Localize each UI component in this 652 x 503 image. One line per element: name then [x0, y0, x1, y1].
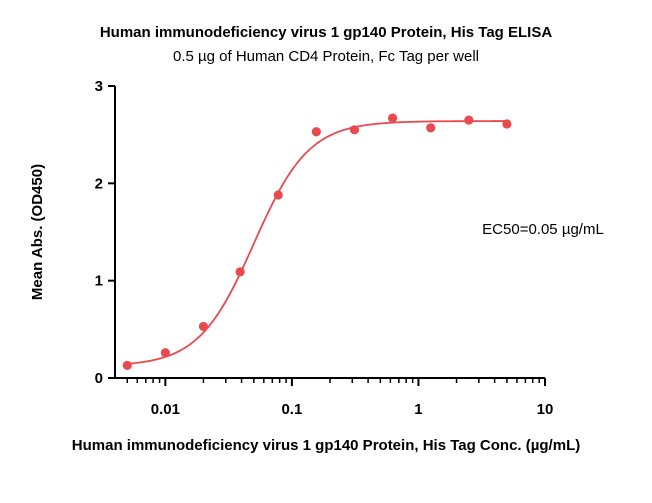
fit-curve-layer — [127, 120, 507, 365]
x-tick-label: 0.1 — [281, 401, 302, 418]
data-point — [349, 125, 360, 135]
data-point — [235, 267, 245, 277]
chart-title: Human immunodeficiency virus 1 gp140 Pro… — [100, 24, 552, 41]
data-point — [273, 190, 283, 200]
data-point — [160, 348, 170, 358]
data-point — [122, 360, 132, 370]
x-tick-label: 0.01 — [151, 401, 180, 418]
x-tick-label: 1 — [414, 401, 422, 418]
data-point — [464, 115, 474, 125]
x-axis-label: Human immunodeficiency virus 1 gp140 Pro… — [72, 437, 580, 454]
data-point — [311, 127, 321, 137]
data-point — [426, 123, 436, 133]
fit-curve — [127, 120, 507, 365]
ec50-annotation: EC50=0.05 µg/mL — [482, 221, 604, 238]
chart-subtitle: 0.5 µg of Human CD4 Protein, Fc Tag per … — [173, 48, 479, 65]
data-point — [388, 113, 398, 123]
y-tick-label: 0 — [95, 370, 103, 387]
data-points-layer — [122, 113, 512, 370]
y-axis-label: Mean Abs. (OD450) — [29, 164, 46, 300]
x-tick-label: 10 — [537, 401, 554, 418]
y-tick-label: 3 — [95, 78, 103, 95]
y-tick-label: 1 — [95, 273, 103, 290]
data-point — [198, 321, 209, 332]
y-tick-label: 2 — [95, 175, 103, 192]
data-point — [502, 119, 512, 129]
axes: 0 1 2 3 0.01 0.1 1 10 — [95, 78, 554, 418]
